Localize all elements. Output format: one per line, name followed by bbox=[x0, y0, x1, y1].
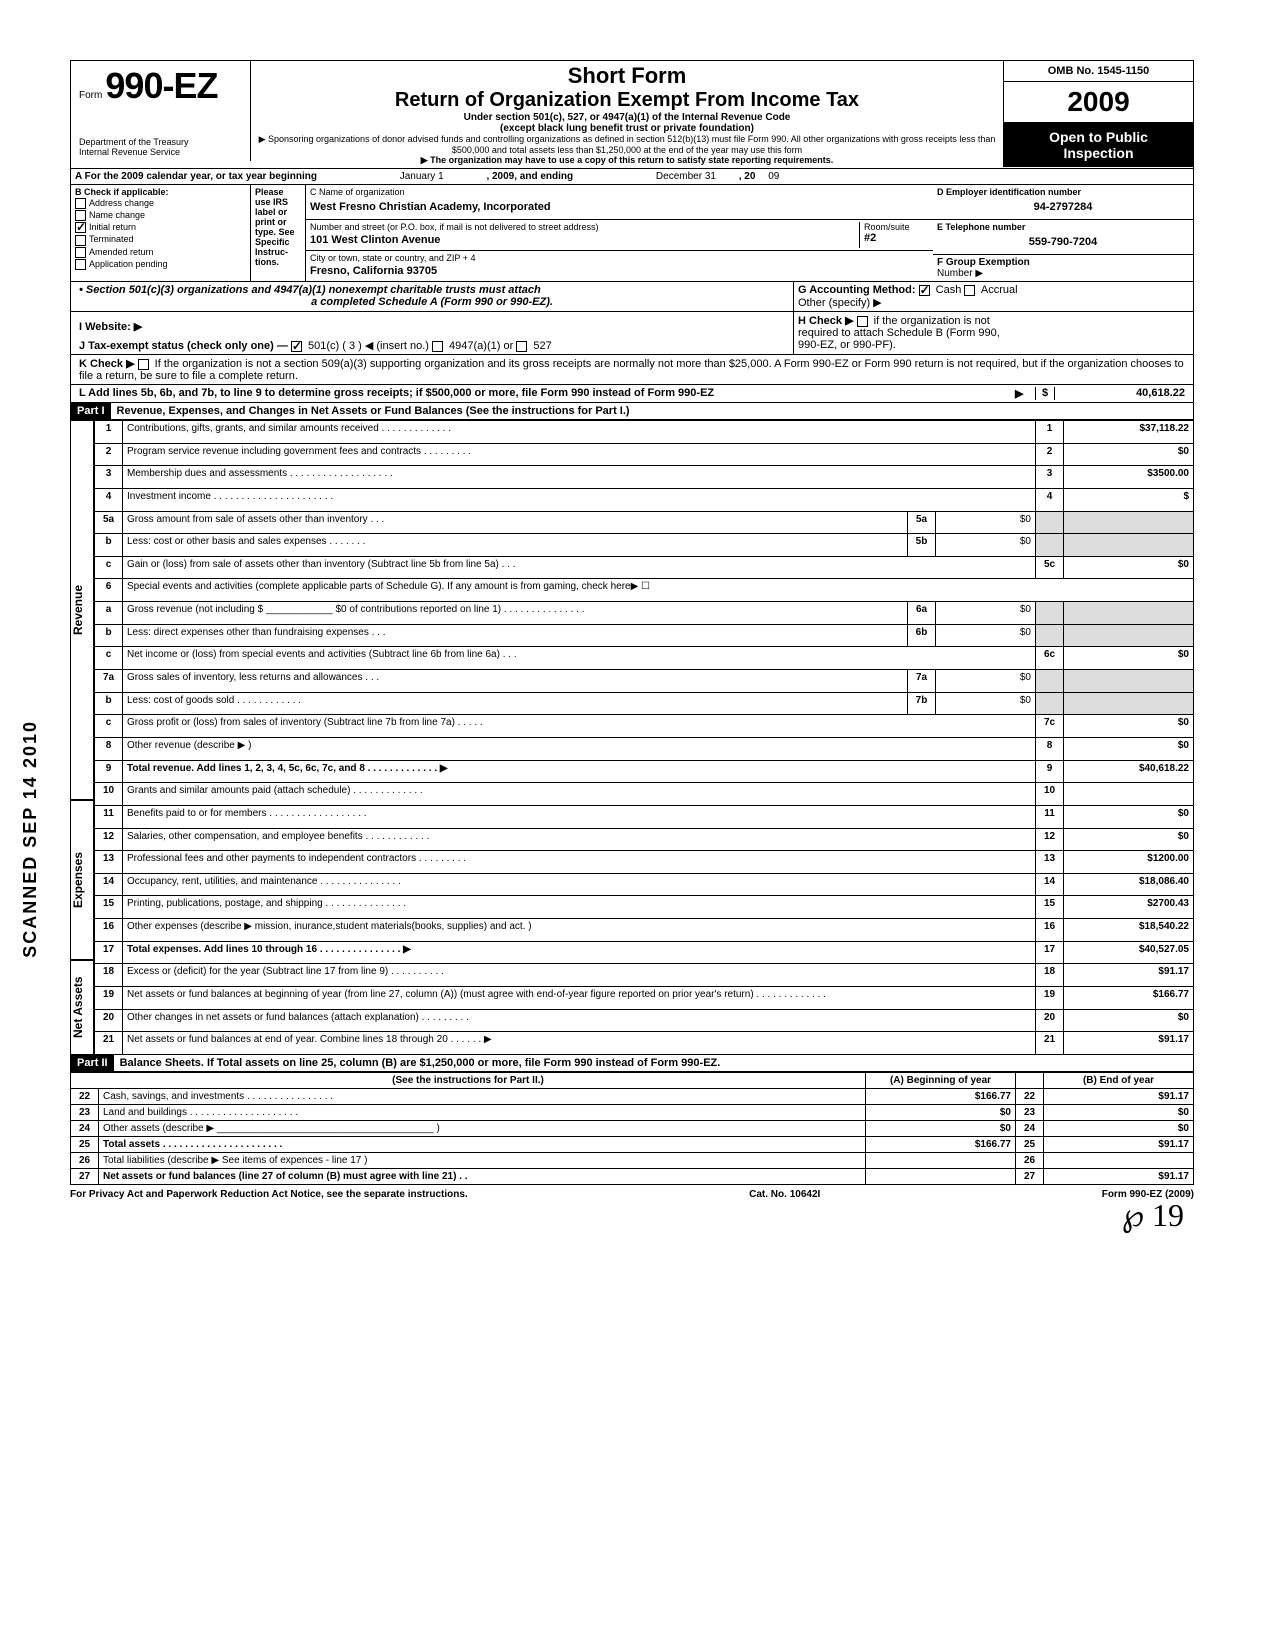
dept-2: Internal Revenue Service bbox=[79, 147, 242, 157]
table-row: 19Net assets or fund balances at beginni… bbox=[95, 987, 1194, 1010]
expenses-label: Expenses bbox=[70, 800, 94, 960]
form-header: Form 990-EZ Department of the Treasury I… bbox=[70, 60, 1194, 169]
form-year: 2009 bbox=[1004, 82, 1193, 123]
table-row: 20Other changes in net assets or fund ba… bbox=[95, 1009, 1194, 1032]
line-a-period: A For the 2009 calendar year, or tax yea… bbox=[70, 169, 1194, 185]
table-row: 11Benefits paid to or for members . . . … bbox=[95, 805, 1194, 828]
table-row: 22Cash, savings, and investments . . . .… bbox=[71, 1089, 1194, 1105]
checkbox-initial-return[interactable] bbox=[75, 222, 86, 233]
table-row: 8Other revenue (describe ▶ )8$0 bbox=[95, 737, 1194, 760]
part-2-header: Part II Balance Sheets. If Total assets … bbox=[70, 1055, 1194, 1072]
short-form-title: Short Form bbox=[257, 63, 997, 89]
table-row: 13Professional fees and other payments t… bbox=[95, 851, 1194, 874]
page-number-handwritten: ℘ 19 bbox=[1122, 1196, 1184, 1234]
table-row: 25Total assets . . . . . . . . . . . . .… bbox=[71, 1137, 1194, 1153]
table-row: cGain or (loss) from sale of assets othe… bbox=[95, 556, 1194, 579]
table-row: 5aGross amount from sale of assets other… bbox=[95, 511, 1194, 534]
org-city: Fresno, California 93705 bbox=[310, 263, 929, 279]
please-use-label: Please use IRS label or print or type. S… bbox=[251, 185, 306, 281]
table-row: 14Occupancy, rent, utilities, and mainte… bbox=[95, 873, 1194, 896]
part-1-table: Revenue Expenses Net Assets 1Contributio… bbox=[70, 420, 1194, 1055]
checkbox-501c[interactable] bbox=[291, 341, 302, 352]
table-row: 10Grants and similar amounts paid (attac… bbox=[95, 783, 1194, 806]
section-b-checkboxes: B Check if applicable: Address change Na… bbox=[71, 185, 251, 281]
l-amount: 40,618.22 bbox=[1055, 387, 1185, 400]
table-row: 17Total expenses. Add lines 10 through 1… bbox=[95, 941, 1194, 964]
omb-number: OMB No. 1545-1150 bbox=[1004, 61, 1193, 82]
table-row: cGross profit or (loss) from sales of in… bbox=[95, 715, 1194, 738]
g-h-row: • Section 501(c)(3) organizations and 49… bbox=[70, 282, 1194, 312]
table-row: aGross revenue (not including $ ________… bbox=[95, 602, 1194, 625]
table-row: 2Program service revenue including gover… bbox=[95, 443, 1194, 466]
ein-value: 94-2797284 bbox=[937, 197, 1189, 217]
table-row: 3Membership dues and assessments . . . .… bbox=[95, 466, 1194, 489]
lines-table: 1Contributions, gifts, grants, and simil… bbox=[94, 420, 1194, 1055]
checkbox-527[interactable] bbox=[516, 341, 527, 352]
netassets-label: Net Assets bbox=[70, 960, 94, 1055]
table-row: 4Investment income . . . . . . . . . . .… bbox=[95, 488, 1194, 511]
table-row: 9Total revenue. Add lines 1, 2, 3, 4, 5c… bbox=[95, 760, 1194, 783]
dept-1: Department of the Treasury bbox=[79, 137, 242, 147]
l-line: L Add lines 5b, 6b, and 7b, to line 9 to… bbox=[70, 385, 1194, 403]
return-title: Return of Organization Exempt From Incom… bbox=[257, 89, 997, 112]
table-row: 26Total liabilities (describe ▶ See item… bbox=[71, 1153, 1194, 1169]
org-name: West Fresno Christian Academy, Incorpora… bbox=[310, 197, 929, 217]
form-prefix: Form bbox=[79, 90, 102, 101]
table-row: 24Other assets (describe ▶ _____________… bbox=[71, 1121, 1194, 1137]
org-room: #2 bbox=[864, 232, 929, 244]
table-row: 6Special events and activities (complete… bbox=[95, 579, 1194, 602]
checkbox-app-pending[interactable] bbox=[75, 259, 86, 270]
table-row: 18Excess or (deficit) for the year (Subt… bbox=[95, 964, 1194, 987]
right-column: D Employer identification number 94-2797… bbox=[933, 185, 1193, 281]
table-row: cNet income or (loss) from special event… bbox=[95, 647, 1194, 670]
subtitle-1: Under section 501(c), 527, or 4947(a)(1)… bbox=[257, 112, 997, 123]
table-row: 1Contributions, gifts, grants, and simil… bbox=[95, 421, 1194, 444]
org-info-row: B Check if applicable: Address change Na… bbox=[70, 185, 1194, 282]
table-row: 12Salaries, other compensation, and empl… bbox=[95, 828, 1194, 851]
table-row: 21Net assets or fund balances at end of … bbox=[95, 1032, 1194, 1055]
scanned-stamp: SCANNED SEP 14 2010 bbox=[20, 720, 41, 958]
revenue-label: Revenue bbox=[70, 420, 94, 800]
table-row: 15Printing, publications, postage, and s… bbox=[95, 896, 1194, 919]
table-row: bLess: direct expenses other than fundra… bbox=[95, 624, 1194, 647]
table-row: bLess: cost of goods sold . . . . . . . … bbox=[95, 692, 1194, 715]
table-row: 7aGross sales of inventory, less returns… bbox=[95, 670, 1194, 693]
balance-table: (See the instructions for Part II.) (A) … bbox=[70, 1072, 1194, 1185]
org-name-section: C Name of organization West Fresno Chris… bbox=[306, 185, 933, 281]
tel-value: 559-790-7204 bbox=[937, 232, 1189, 252]
copy-note: ▶ The organization may have to use a cop… bbox=[257, 155, 997, 166]
k-line: K Check ▶ If the organization is not a s… bbox=[70, 355, 1194, 385]
checkbox-k[interactable] bbox=[138, 359, 149, 370]
org-street: 101 West Clinton Avenue bbox=[310, 232, 859, 248]
checkbox-terminated[interactable] bbox=[75, 235, 86, 246]
subtitle-2: (except black lung benefit trust or priv… bbox=[257, 123, 997, 134]
checkbox-cash[interactable] bbox=[919, 285, 930, 296]
page-footer: For Privacy Act and Paperwork Reduction … bbox=[70, 1185, 1194, 1204]
table-row: 27Net assets or fund balances (line 27 o… bbox=[71, 1169, 1194, 1185]
table-row: bLess: cost or other basis and sales exp… bbox=[95, 534, 1194, 557]
checkbox-accrual[interactable] bbox=[964, 285, 975, 296]
checkbox-4947[interactable] bbox=[432, 341, 443, 352]
sponsor-note: ▶ Sponsoring organizations of donor advi… bbox=[257, 134, 997, 155]
open-to-public: Open to Public Inspection bbox=[1004, 123, 1193, 167]
table-row: 16Other expenses (describe ▶ mission, in… bbox=[95, 919, 1194, 942]
i-j-row: I Website: ▶ J Tax-exempt status (check … bbox=[70, 312, 1194, 355]
table-row: 23Land and buildings . . . . . . . . . .… bbox=[71, 1105, 1194, 1121]
form-number: 990-EZ bbox=[105, 65, 217, 106]
checkbox-h[interactable] bbox=[857, 316, 868, 327]
part-1-header: Part I Revenue, Expenses, and Changes in… bbox=[70, 403, 1194, 420]
checkbox-address-change[interactable] bbox=[75, 198, 86, 209]
checkbox-amended[interactable] bbox=[75, 247, 86, 258]
